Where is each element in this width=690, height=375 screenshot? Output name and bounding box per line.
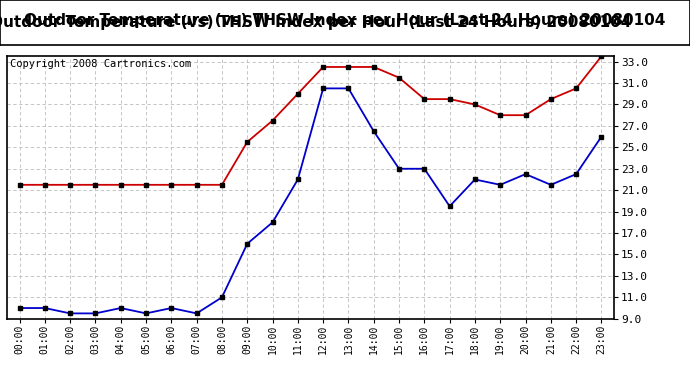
Text: Outdoor Temperature (vs) THSW Index per Hour (Last 24 Hours) 20080104: Outdoor Temperature (vs) THSW Index per … — [0, 15, 631, 30]
Text: Copyright 2008 Cartronics.com: Copyright 2008 Cartronics.com — [10, 59, 191, 69]
Text: Outdoor Temperature (vs) THSW Index per Hour (Last 24 Hours) 20080104: Outdoor Temperature (vs) THSW Index per … — [24, 13, 666, 28]
